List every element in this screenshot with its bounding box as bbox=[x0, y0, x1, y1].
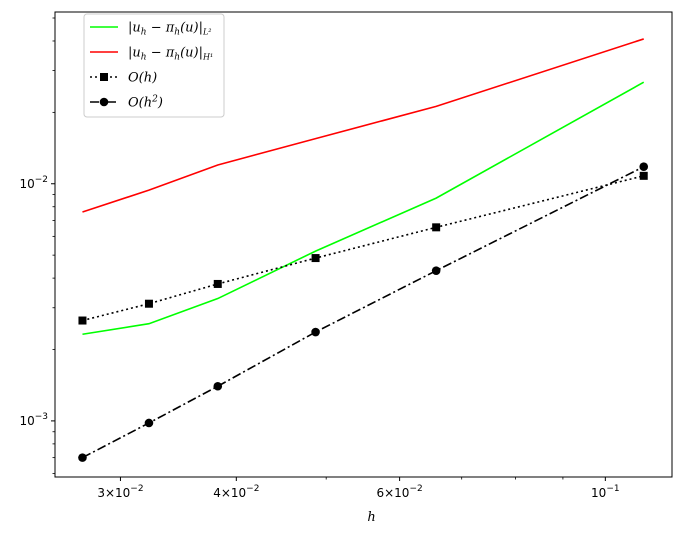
y-tick-label: 10−2 bbox=[19, 175, 48, 191]
series-line-3 bbox=[82, 165, 645, 459]
legend-label: O(h) bbox=[128, 71, 157, 86]
y-tick-label: 10−3 bbox=[19, 412, 48, 428]
x-tick-label: 10−1 bbox=[591, 484, 620, 500]
series-line-2 bbox=[82, 175, 644, 322]
x-tick-label: 4×10−2 bbox=[213, 484, 259, 500]
data-point-circle bbox=[144, 418, 154, 428]
legend-entry-0: |uh − πh(u)|L² bbox=[90, 21, 212, 38]
series-group bbox=[78, 38, 649, 462]
legend-box bbox=[83, 13, 225, 118]
legend-entry-1: |uh − πh(u)|H¹ bbox=[90, 46, 213, 63]
x-axis-label: h bbox=[367, 510, 375, 525]
legend-label: O(h2) bbox=[128, 95, 163, 111]
data-point-square bbox=[432, 223, 441, 232]
legend-swatch-marker bbox=[100, 73, 108, 81]
data-point-square bbox=[311, 254, 320, 263]
data-point-square bbox=[213, 279, 222, 288]
legend-label: |uh − πh(u)|L² bbox=[128, 21, 212, 38]
data-point-circle bbox=[639, 162, 649, 172]
data-point-square bbox=[639, 171, 648, 180]
plot-frame bbox=[54, 11, 673, 478]
data-point-square bbox=[78, 316, 87, 325]
legend-entry-3: O(h2) bbox=[90, 95, 163, 111]
legend-entry-2: O(h) bbox=[90, 71, 157, 86]
plot-area bbox=[78, 38, 649, 462]
data-point-circle bbox=[311, 327, 320, 337]
series-line-1 bbox=[82, 38, 644, 213]
legend-swatch-marker bbox=[99, 97, 109, 107]
legend-label: |uh − πh(u)|H¹ bbox=[128, 46, 213, 63]
data-point-square bbox=[144, 299, 153, 308]
data-point-circle bbox=[431, 266, 441, 275]
x-tick-label: 6×10−2 bbox=[376, 484, 422, 500]
series-line-0 bbox=[82, 81, 645, 336]
x-tick-label: 3×10−2 bbox=[97, 484, 143, 500]
legend: |uh − πh(u)|L² |uh − πh(u)|H¹ O(h) O(h2) bbox=[83, 13, 225, 118]
axes: 3×10−2 4×10−2 6×10−2 10−1 10−3 10−2 h bbox=[19, 11, 673, 525]
data-point-circle bbox=[213, 381, 223, 391]
data-point-circle bbox=[78, 453, 87, 462]
